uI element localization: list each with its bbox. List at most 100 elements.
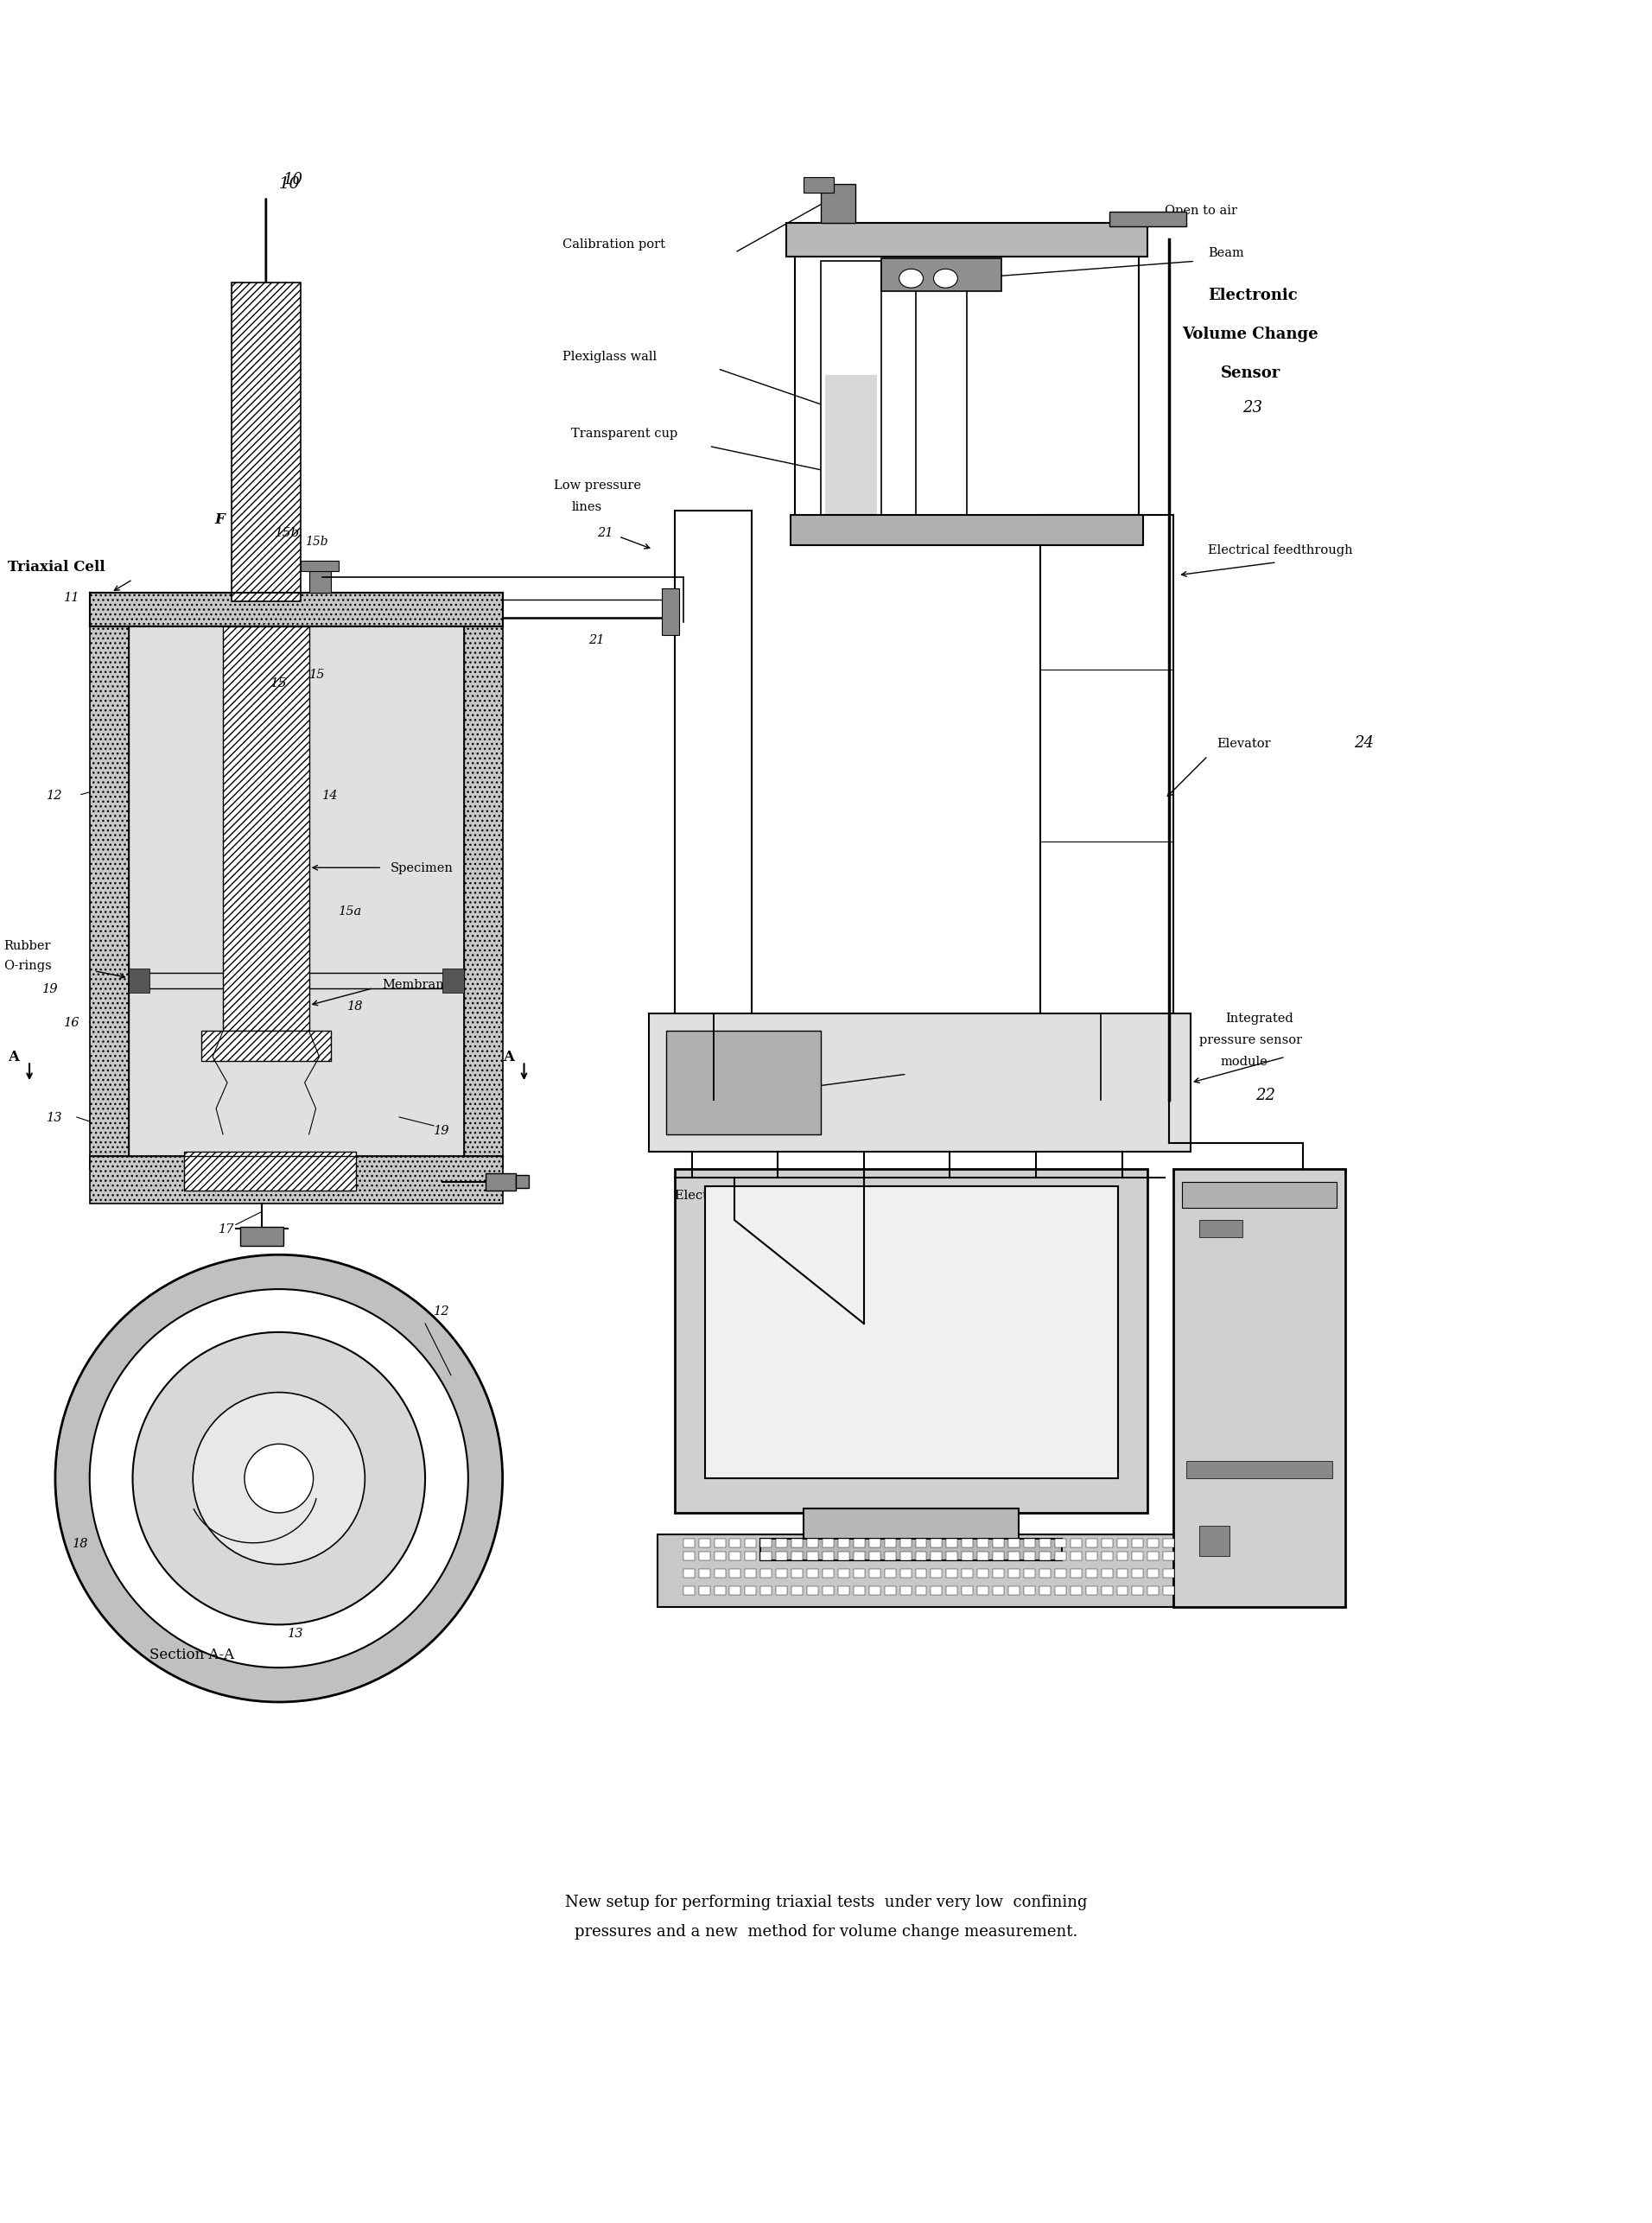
Text: Section A-A: Section A-A [150, 1647, 235, 1663]
Bar [961, 1585, 973, 1594]
Bar [1183, 1183, 1336, 1207]
Bar [978, 1552, 988, 1561]
Bar [884, 1569, 895, 1578]
Text: Integrated: Integrated [1226, 1014, 1294, 1025]
Text: 17: 17 [218, 1223, 235, 1236]
Bar [900, 1569, 912, 1578]
Bar [1132, 1552, 1143, 1561]
Bar [1085, 1585, 1097, 1594]
Bar [760, 1538, 771, 1547]
Bar [1132, 1585, 1143, 1594]
Bar [791, 1585, 803, 1594]
Bar [231, 282, 301, 600]
Text: Electronic: Electronic [1208, 287, 1297, 302]
Bar [1102, 1569, 1112, 1578]
Bar [978, 1569, 988, 1578]
Text: 24: 24 [1355, 736, 1374, 751]
Bar [803, 178, 834, 193]
Bar [760, 1538, 1062, 1561]
Bar [1148, 1569, 1160, 1578]
Bar [1173, 1169, 1346, 1607]
Text: 11: 11 [382, 1483, 398, 1494]
Bar [1024, 1585, 1036, 1594]
Bar [705, 1185, 1118, 1478]
Bar [202, 1031, 330, 1060]
Bar [776, 1538, 788, 1547]
Bar [803, 1509, 1019, 1543]
Bar [1199, 1220, 1242, 1238]
Bar [129, 627, 464, 1156]
Text: 19: 19 [43, 983, 58, 996]
Bar [1024, 1538, 1036, 1547]
Bar [1008, 1569, 1019, 1578]
Bar [760, 1585, 771, 1594]
Bar [776, 1569, 788, 1578]
Bar [900, 1585, 912, 1594]
Bar [915, 1552, 927, 1561]
Bar [884, 1552, 895, 1561]
Bar [900, 1538, 912, 1547]
Bar [838, 1552, 849, 1561]
Bar [993, 1552, 1004, 1561]
Text: 12: 12 [46, 789, 63, 803]
Bar [89, 627, 129, 1169]
Bar [947, 1585, 958, 1594]
Bar [1039, 1569, 1051, 1578]
Bar [1132, 1538, 1143, 1547]
Bar [760, 1569, 771, 1578]
Text: 15b: 15b [274, 527, 301, 538]
Bar [823, 1585, 834, 1594]
Bar [1102, 1552, 1112, 1561]
Bar [821, 185, 856, 222]
Bar [674, 1169, 1148, 1514]
Bar [443, 969, 464, 991]
Bar [961, 1538, 973, 1547]
Bar [978, 1538, 988, 1547]
Bar [1070, 1552, 1082, 1561]
Bar [89, 591, 502, 627]
Ellipse shape [244, 1445, 314, 1514]
Bar [1132, 1569, 1143, 1578]
Bar [730, 1538, 740, 1547]
Text: 15: 15 [309, 669, 325, 680]
Bar [760, 1552, 771, 1561]
Text: Low pressure: Low pressure [553, 480, 641, 491]
Text: Rubber: Rubber [3, 940, 51, 951]
Bar [745, 1552, 757, 1561]
Bar [662, 589, 679, 636]
Bar [1085, 1569, 1097, 1578]
Text: Volume Change: Volume Change [1183, 327, 1318, 342]
Text: 18: 18 [73, 1538, 89, 1549]
Bar [1163, 1569, 1175, 1578]
Bar [1070, 1585, 1082, 1594]
Text: Open to air: Open to air [1165, 205, 1237, 216]
Bar [915, 1538, 927, 1547]
Text: 23: 23 [1242, 400, 1262, 416]
Bar [808, 1552, 818, 1561]
Bar [915, 1569, 927, 1578]
Bar [699, 1585, 710, 1594]
Text: 21: 21 [596, 527, 613, 538]
Bar [884, 1538, 895, 1547]
Bar [961, 1552, 973, 1561]
Bar [730, 1585, 740, 1594]
Bar [1148, 1552, 1160, 1561]
Bar [684, 1585, 694, 1594]
Bar [1148, 1585, 1160, 1594]
Bar [915, 260, 966, 525]
Text: Sensor: Sensor [1221, 365, 1280, 380]
Text: 16: 16 [64, 1018, 79, 1029]
Bar [869, 1538, 881, 1547]
Bar [714, 1538, 725, 1547]
Text: Specimen: Specimen [392, 863, 454, 874]
Text: 13: 13 [46, 1112, 63, 1125]
Bar [838, 1569, 849, 1578]
Bar [824, 376, 877, 520]
Bar [993, 1585, 1004, 1594]
Bar [1056, 1552, 1066, 1561]
Bar [1070, 1569, 1082, 1578]
Bar [745, 1585, 757, 1594]
Text: Membrane: Membrane [382, 978, 451, 991]
Text: module: module [1221, 1056, 1269, 1067]
Bar [301, 560, 339, 571]
